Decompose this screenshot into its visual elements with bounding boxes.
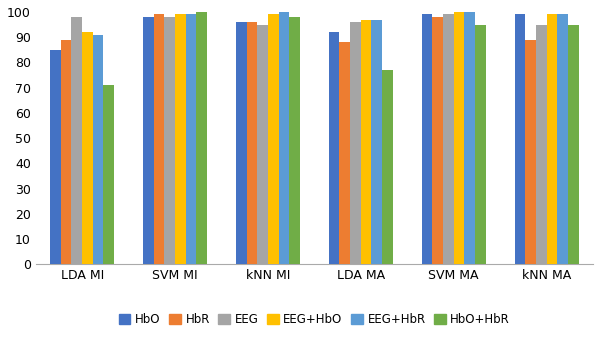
Bar: [371, 20, 382, 264]
Bar: [350, 22, 361, 264]
Bar: [247, 22, 257, 264]
Bar: [557, 15, 568, 264]
Bar: [61, 40, 71, 264]
Bar: [278, 12, 289, 264]
Bar: [422, 15, 433, 264]
Bar: [257, 24, 268, 264]
Bar: [71, 17, 82, 264]
Bar: [433, 17, 443, 264]
Bar: [382, 70, 393, 264]
Bar: [186, 15, 196, 264]
Bar: [289, 17, 300, 264]
Bar: [82, 32, 93, 264]
Bar: [103, 85, 114, 264]
Bar: [361, 20, 371, 264]
Bar: [143, 17, 154, 264]
Bar: [515, 15, 525, 264]
Bar: [196, 12, 207, 264]
Bar: [236, 22, 247, 264]
Bar: [175, 15, 186, 264]
Bar: [50, 50, 61, 264]
Bar: [164, 17, 175, 264]
Legend: HbO, HbR, EEG, EEG+HbO, EEG+HbR, HbO+HbR: HbO, HbR, EEG, EEG+HbO, EEG+HbR, HbO+HbR: [114, 308, 515, 331]
Bar: [443, 15, 454, 264]
Bar: [547, 15, 557, 264]
Bar: [93, 35, 103, 264]
Bar: [329, 32, 340, 264]
Bar: [268, 15, 278, 264]
Bar: [568, 24, 578, 264]
Bar: [525, 40, 536, 264]
Bar: [340, 42, 350, 264]
Bar: [536, 24, 547, 264]
Bar: [454, 12, 464, 264]
Bar: [475, 24, 486, 264]
Bar: [464, 12, 475, 264]
Bar: [154, 15, 164, 264]
